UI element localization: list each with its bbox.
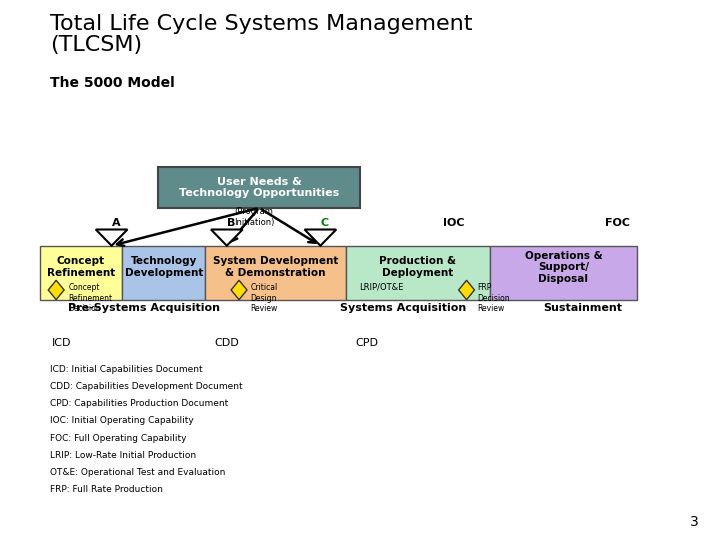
Text: LRIP: Low-Rate Initial Production: LRIP: Low-Rate Initial Production	[50, 451, 197, 460]
Polygon shape	[231, 280, 247, 300]
Text: CPD: Capabilities Production Document: CPD: Capabilities Production Document	[50, 399, 229, 408]
Text: Critical
Design
Review: Critical Design Review	[251, 284, 278, 313]
Text: ICD: ICD	[51, 338, 71, 348]
Text: Systems Acquisition: Systems Acquisition	[340, 303, 467, 314]
Text: FRP: Full Rate Production: FRP: Full Rate Production	[50, 485, 163, 495]
Text: Technology
Development: Technology Development	[125, 256, 203, 278]
Polygon shape	[211, 230, 243, 246]
FancyBboxPatch shape	[40, 246, 122, 300]
Text: User Needs &
Technology Opportunities: User Needs & Technology Opportunities	[179, 177, 339, 199]
Text: (Program
Initiation): (Program Initiation)	[234, 207, 274, 227]
Text: IOC: Initial Operating Capability: IOC: Initial Operating Capability	[50, 416, 194, 426]
Text: Concept
Refinement: Concept Refinement	[47, 256, 115, 278]
Text: IOC: IOC	[443, 218, 464, 228]
Polygon shape	[96, 230, 127, 246]
Text: A: A	[112, 218, 120, 228]
Text: ICD: Initial Capabilities Document: ICD: Initial Capabilities Document	[50, 364, 203, 374]
Text: Pre-Systems Acquisition: Pre-Systems Acquisition	[68, 303, 220, 314]
Text: Operations &
Support/
Disposal: Operations & Support/ Disposal	[525, 251, 602, 284]
Text: Concept
Refinement
Decision: Concept Refinement Decision	[68, 284, 112, 313]
Text: Sustainment: Sustainment	[544, 303, 623, 314]
FancyBboxPatch shape	[346, 246, 490, 300]
Text: 3: 3	[690, 515, 698, 529]
FancyBboxPatch shape	[158, 167, 360, 208]
Polygon shape	[48, 280, 64, 300]
Polygon shape	[305, 230, 336, 246]
Text: FOC: Full Operating Capability: FOC: Full Operating Capability	[50, 434, 187, 443]
Text: C: C	[320, 218, 328, 228]
Text: FOC: FOC	[605, 218, 630, 228]
FancyBboxPatch shape	[122, 246, 205, 300]
Text: CDD: Capabilities Development Document: CDD: Capabilities Development Document	[50, 382, 243, 391]
Text: Production &
Deployment: Production & Deployment	[379, 256, 456, 278]
Text: OT&E: Operational Test and Evaluation: OT&E: Operational Test and Evaluation	[50, 468, 226, 477]
Text: CDD: CDD	[215, 338, 239, 348]
Text: System Development
& Demonstration: System Development & Demonstration	[212, 256, 338, 278]
FancyBboxPatch shape	[490, 246, 637, 300]
Text: B: B	[227, 218, 235, 228]
FancyBboxPatch shape	[205, 246, 346, 300]
Polygon shape	[459, 280, 474, 300]
Text: FRP
Decision
Review: FRP Decision Review	[477, 284, 510, 313]
Text: The 5000 Model: The 5000 Model	[50, 76, 175, 90]
Text: CPD: CPD	[356, 338, 379, 348]
Text: Total Life Cycle Systems Management
(TLCSM): Total Life Cycle Systems Management (TLC…	[50, 14, 473, 55]
Text: LRIP/OT&E: LRIP/OT&E	[359, 283, 404, 292]
